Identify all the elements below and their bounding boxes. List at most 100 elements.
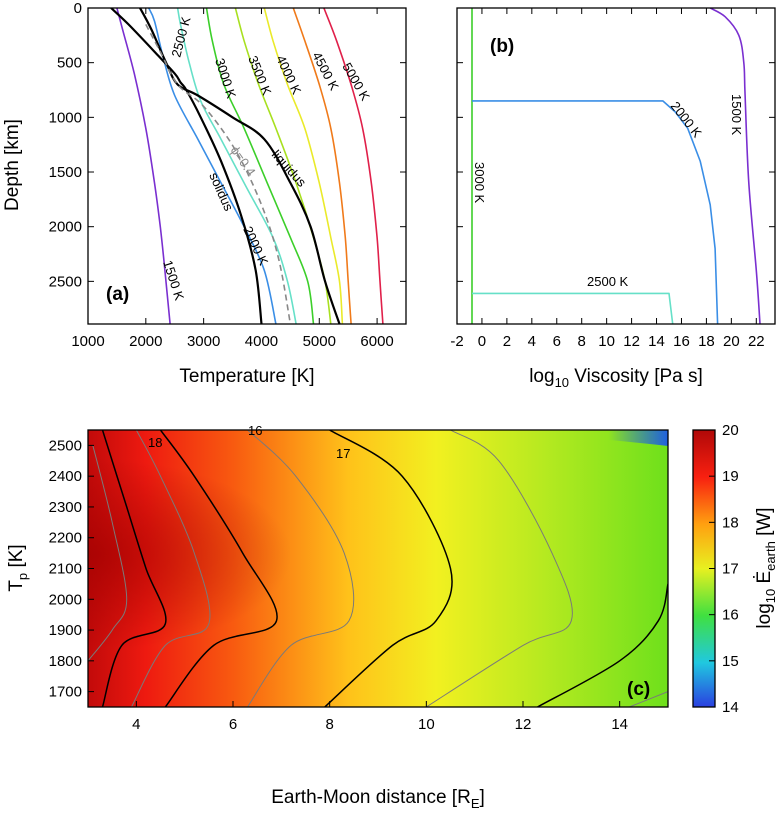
- a-series-10: [145, 24, 292, 324]
- contour-minor-2: [247, 430, 355, 707]
- b-label-2500: 2500 K: [587, 274, 629, 289]
- b-xtick-label-5: 8: [578, 333, 586, 350]
- a-ytick-label-4: 2000: [49, 219, 82, 236]
- a-ytick-label-0: 0: [74, 0, 82, 17]
- c-ytick-label-1: 1800: [49, 653, 82, 670]
- contour-major-0: [101, 430, 167, 707]
- cb-tick-label-6: 20: [722, 422, 739, 439]
- c-ytick-label-2: 1900: [49, 622, 82, 639]
- panel-c: 4 6 8 10 12 14 1700 1800 1900 2000 2100 2200 2300 240…: [6, 422, 778, 811]
- b-label-2000: 2000 K: [668, 99, 705, 141]
- panel-b-xlabel: log10 Viscosity [Pa s]: [529, 366, 703, 390]
- panel-a: 1000 2000 3000 4000 5000 6000 0 500 1000 1500 2000…: [2, 0, 407, 387]
- panel-c-xlabel: Earth-Moon distance [RE]: [271, 787, 485, 811]
- c-xtick-label-4: 12: [515, 716, 532, 733]
- b-xtick-label-4: 6: [553, 333, 561, 350]
- b-series-2: [472, 292, 674, 324]
- c-ytick-label-4: 2100: [49, 561, 82, 578]
- contour-minor-0: [88, 445, 128, 662]
- c-ytick-label-7: 2400: [49, 468, 82, 485]
- panel-a-xlabel: Temperature [K]: [179, 366, 314, 387]
- b-xtick-label-3: 4: [528, 333, 536, 350]
- a-ytick-label-2: 1000: [49, 109, 82, 126]
- b-xtick-label-2: 2: [503, 333, 511, 350]
- panel-c-label: (c): [627, 679, 650, 700]
- c-ytick-label-5: 2200: [49, 530, 82, 547]
- panel-c-ticks: 4 6 8 10 12 14 1700 1800 1900 2000 2100 2200 2300 240…: [49, 437, 628, 733]
- a-xtick-label-3: 4000: [245, 333, 278, 350]
- cb-tick-label-0: 14: [722, 699, 739, 716]
- colorbar-label: log10 Ėearth [W]: [754, 507, 778, 628]
- b-xtick-label-12: 22: [748, 333, 765, 350]
- b-label-3000: 3000 K: [472, 162, 487, 204]
- cb-tick-label-3: 17: [722, 561, 739, 578]
- a-series-2: [176, 8, 297, 324]
- heatmap-field: [88, 430, 668, 707]
- a-ytick-label-3: 1500: [49, 164, 82, 181]
- b-label-1500: 1500 K: [729, 94, 744, 136]
- a-xtick-label-0: 1000: [71, 333, 104, 350]
- c-xtick-label-0: 4: [132, 716, 140, 733]
- contour-minor-4: [629, 691, 668, 707]
- a-label-3500: 3500 K: [245, 54, 274, 98]
- c-ytick-label-0: 1700: [49, 684, 82, 701]
- b-xtick-label-8: 14: [648, 333, 665, 350]
- contour-major-3: [537, 583, 668, 707]
- a-ytick-label-1: 500: [57, 55, 82, 72]
- cb-tick-label-1: 15: [722, 653, 739, 670]
- a-label-liquidus: liquidus: [269, 147, 310, 190]
- c-xtick-label-1: 6: [229, 716, 237, 733]
- c-ytick-label-8: 2500: [49, 437, 82, 454]
- panel-b-ticks: -2 0 2 4 6 8 10 12 14 16 18 20 22: [450, 7, 775, 350]
- a-label-2500: 2500 K: [168, 15, 193, 59]
- c-xtick-label-2: 8: [325, 716, 333, 733]
- contour-label-16: 16: [248, 423, 262, 438]
- a-label-5000: 5000 K: [339, 60, 373, 103]
- cb-tick-label-5: 19: [722, 468, 739, 485]
- a-xtick-label-4: 5000: [303, 333, 336, 350]
- a-xtick-label-1: 2000: [129, 333, 162, 350]
- a-series-1: [147, 8, 277, 324]
- a-series-3: [205, 8, 315, 324]
- panel-a-ylabel: Depth [km]: [2, 119, 23, 211]
- heatmap-hotspot: [88, 430, 668, 707]
- panel-a-ticks: 1000 2000 3000 4000 5000 6000 0 500 1000 1500 2000…: [49, 0, 406, 350]
- a-label-4000: 4000 K: [273, 53, 304, 97]
- cb-tick-label-2: 16: [722, 607, 739, 624]
- c-xtick-label-5: 14: [611, 716, 628, 733]
- a-label-2000: 2000 K: [240, 224, 271, 268]
- b-xtick-label-0: -2: [450, 333, 463, 350]
- a-series-0: [116, 8, 171, 324]
- contour-label-18: 18: [148, 435, 162, 450]
- b-xtick-label-6: 10: [598, 333, 615, 350]
- c-xtick-label-3: 10: [418, 716, 435, 733]
- a-series-7: [323, 8, 384, 324]
- b-series-3: [709, 8, 761, 324]
- a-label-1500: 1500 K: [160, 258, 187, 302]
- a-series-6: [292, 8, 352, 324]
- contour-major-1: [159, 430, 278, 707]
- a-xtick-label-5: 6000: [360, 333, 393, 350]
- panel-b-frame: [456, 7, 776, 325]
- contour-major-2: [324, 430, 453, 707]
- a-ytick-label-5: 2500: [49, 273, 82, 290]
- panel-a-label: (a): [106, 284, 129, 305]
- c-ytick-label-3: 2000: [49, 591, 82, 608]
- panel-b: -2 0 2 4 6 8 10 12 14 16 18 20 22 (b) log10 Viscosit…: [450, 7, 776, 390]
- b-xtick-label-9: 16: [673, 333, 690, 350]
- b-series-1: [472, 100, 719, 324]
- a-label-3000: 3000 K: [212, 56, 239, 100]
- panel-b-curves: [471, 8, 761, 324]
- b-xtick-label-11: 20: [723, 333, 740, 350]
- panel-b-label: (b): [490, 36, 514, 57]
- contour-minor-1: [131, 430, 211, 707]
- c-ytick-label-6: 2300: [49, 499, 82, 516]
- a-series-5: [263, 8, 344, 324]
- contour-minor-3: [426, 430, 573, 707]
- colorbar: [693, 430, 715, 707]
- contour-label-17: 17: [336, 446, 350, 461]
- panel-a-frame: [87, 7, 407, 325]
- a-xtick-label-2: 3000: [187, 333, 220, 350]
- heatmap-top-band: [470, 430, 668, 446]
- b-xtick-label-7: 12: [623, 333, 640, 350]
